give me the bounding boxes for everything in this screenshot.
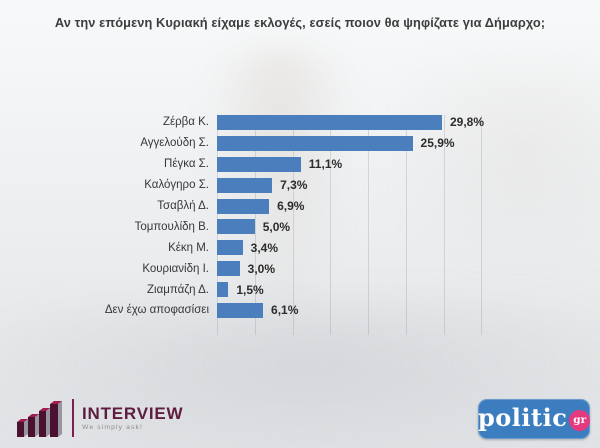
bar (217, 261, 240, 277)
value-label: 7,3% (280, 178, 308, 193)
value-label: 6,9% (277, 199, 305, 213)
chart-row: Κουριανίδη Ι. 3,0% (0, 258, 600, 279)
bar-track: 29,8% (217, 114, 600, 130)
bar (217, 198, 270, 214)
chart-row: Τομπουλίδη Β. 5,0% (0, 216, 600, 237)
chart-row: Κέκη Μ. 3,4% (0, 237, 600, 258)
category-label: Καλόγηρο Σ. (144, 179, 209, 192)
chart-row: Καλόγηρο Σ. 7,3% (0, 175, 600, 196)
value-label: 3,4% (250, 240, 279, 255)
gridline (292, 115, 294, 335)
category-label: Τομπουλίδη Β. (134, 220, 209, 233)
gridline (330, 115, 332, 335)
bar (217, 156, 301, 172)
bar-track: 6,1% (217, 302, 600, 318)
bar-track: 3,4% (217, 240, 600, 256)
politic-logo-text: politic (478, 403, 568, 432)
politic-logo: politic gr (478, 399, 590, 439)
footer: INTERVIEW We simply ask! politic gr (0, 392, 600, 448)
chart-row: Ζιαμπάζη Δ. 1,5% (0, 279, 600, 300)
bar-track: 11,1% (217, 156, 600, 172)
bar-chart: Ζέρβα Κ. 29,8% Αγγελούδη Σ. 25,9% Πέγκα Σ. 11… (0, 112, 600, 335)
value-label: 1,5% (236, 282, 264, 297)
value-label: 29,8% (449, 115, 485, 130)
bar-track: 25,9% (217, 135, 600, 151)
bar (217, 135, 413, 151)
bar-track: 3,0% (217, 261, 600, 277)
bar (217, 114, 442, 130)
chart-rows: Ζέρβα Κ. 29,8% Αγγελούδη Σ. 25,9% Πέγκα Σ. 11… (0, 112, 600, 321)
gridline (254, 115, 256, 335)
bar (217, 302, 264, 318)
value-label: 25,9% (420, 136, 455, 151)
category-label: Ζιαμπάζη Δ. (147, 283, 209, 296)
bar (217, 219, 255, 235)
chart-row: Ζέρβα Κ. 29,8% (0, 112, 600, 133)
interview-tagline: We simply ask! (82, 424, 143, 431)
category-label: Δεν έχω αποφασίσει (104, 304, 209, 317)
interview-bars-icon (17, 401, 62, 437)
chart-row: Αγγελούδη Σ. 25,9% (0, 133, 600, 154)
category-label: Κέκη Μ. (168, 241, 209, 254)
chart-row: Πέγκα Σ. 11,1% (0, 154, 600, 175)
value-label: 6,1% (271, 303, 299, 318)
politic-gr-badge: gr (569, 409, 590, 431)
chart-row: Τσαβλή Δ. 6,9% (0, 196, 600, 217)
category-label: Πέγκα Σ. (164, 158, 209, 171)
bar-track: 7,3% (217, 177, 600, 193)
value-label: 11,1% (308, 157, 343, 172)
bar-track: 5,0% (217, 219, 600, 235)
category-label: Κουριανίδη Ι. (142, 262, 209, 275)
category-label: Ζέρβα Κ. (162, 116, 209, 129)
category-label: Αγγελούδη Σ. (140, 137, 209, 150)
chart-row: Δεν έχω αποφασίσει 6,1% (0, 300, 600, 321)
value-label: 3,0% (247, 261, 275, 276)
bar-track: 6,9% (217, 198, 600, 214)
interview-logo: INTERVIEW We simply ask! (14, 395, 183, 441)
bar (217, 282, 229, 298)
value-label: 5,0% (262, 219, 291, 234)
interview-logo-text: INTERVIEW (82, 404, 184, 423)
gridline (405, 115, 407, 335)
chart-title: Αν την επόμενη Κυριακή είχαμε εκλογές, ε… (54, 15, 546, 30)
bar (217, 177, 273, 193)
gridline (443, 115, 445, 335)
gridline (368, 115, 369, 335)
logo-divider (72, 399, 74, 437)
bar (217, 240, 243, 256)
category-label: Τσαβλή Δ. (157, 200, 209, 212)
gridline (481, 115, 483, 335)
bar-track: 1,5% (217, 282, 600, 298)
